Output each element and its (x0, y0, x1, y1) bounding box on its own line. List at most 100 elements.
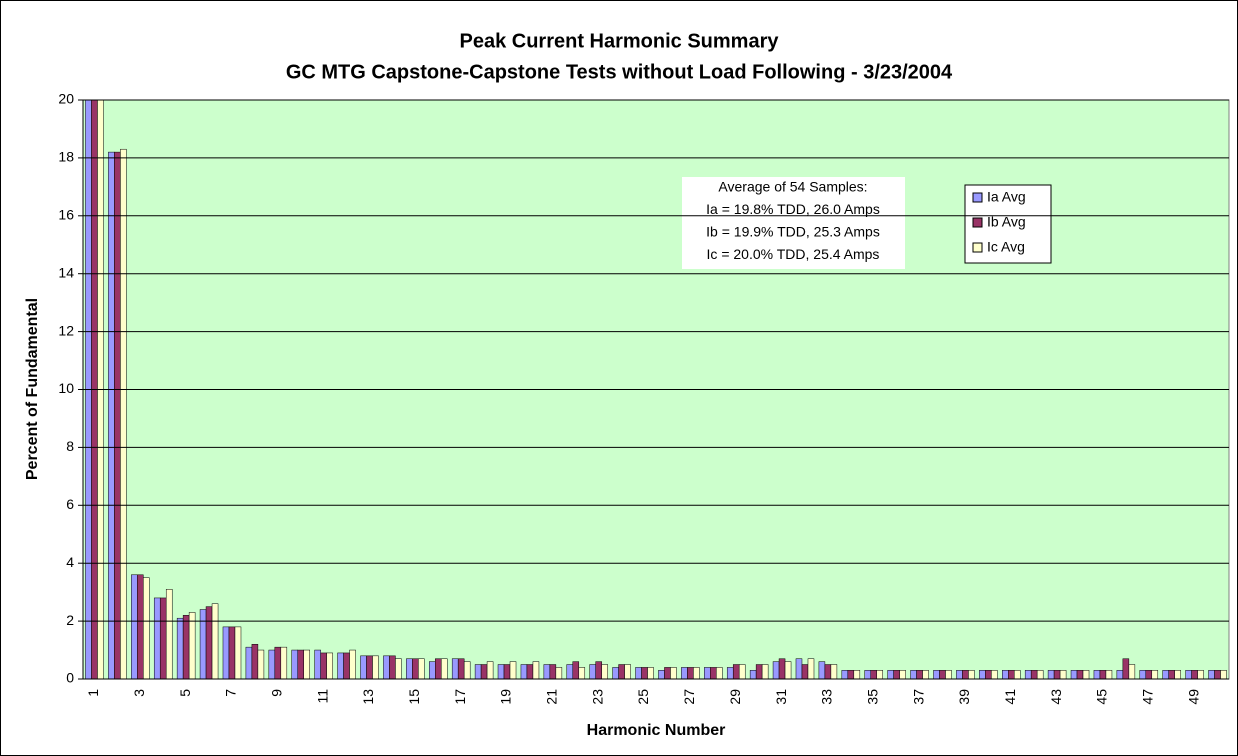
bar (1151, 670, 1159, 679)
bar (188, 612, 196, 679)
bar (97, 100, 104, 679)
annotation-line: Ia = 19.8% TDD, 26.0 Amps (706, 201, 880, 217)
bar (1168, 670, 1175, 679)
bar (647, 667, 654, 679)
bar (945, 670, 952, 679)
bar (710, 667, 717, 679)
bar (962, 670, 969, 679)
bar (716, 667, 723, 679)
bar (664, 667, 671, 679)
x-tick-label: 7 (223, 689, 239, 697)
bar (589, 664, 596, 679)
bar (274, 646, 282, 679)
bar (268, 649, 276, 679)
bar (1122, 658, 1130, 679)
legend-swatch (972, 192, 983, 203)
bar (784, 661, 792, 679)
bar (131, 574, 138, 679)
bar (899, 670, 906, 679)
bar (778, 658, 786, 679)
x-tick-label: 35 (864, 689, 880, 705)
bar (749, 670, 757, 679)
bar (635, 667, 642, 679)
bar (1185, 670, 1192, 679)
bar (395, 658, 402, 679)
bar (916, 670, 923, 679)
bar (85, 100, 92, 679)
bar (486, 661, 494, 679)
bar (520, 664, 528, 679)
bar (326, 652, 333, 679)
chart-title: Peak Current Harmonic Summary (459, 30, 779, 52)
x-tick-label: 23 (589, 689, 605, 705)
x-tick-label: 41 (1002, 689, 1018, 705)
bar (732, 664, 740, 679)
bar (532, 661, 540, 679)
bar (463, 661, 471, 679)
bar (841, 670, 849, 679)
x-tick-label: 31 (773, 689, 789, 705)
bar (572, 661, 580, 679)
bar (801, 664, 809, 679)
x-tick-label: 13 (360, 689, 376, 705)
bar (979, 670, 986, 679)
x-tick-label: 49 (1185, 689, 1201, 705)
bar (1059, 670, 1067, 679)
bar (824, 664, 832, 679)
bar (1082, 670, 1090, 679)
bar (228, 626, 236, 679)
x-tick-label: 37 (910, 689, 926, 705)
annotation-box (682, 177, 905, 269)
bar (772, 661, 780, 679)
bar (1128, 664, 1136, 679)
x-tick-label: 17 (452, 689, 468, 705)
x-tick-label: 1 (85, 689, 101, 697)
bar (108, 151, 115, 679)
bar (830, 664, 838, 679)
y-tick-label: 2 (66, 612, 74, 628)
legend-label: Ia Avg (987, 189, 1026, 205)
bar (755, 664, 763, 679)
x-tick-label: 45 (1094, 689, 1110, 705)
bar (143, 577, 150, 679)
bar (601, 664, 608, 679)
bar (681, 667, 688, 679)
bar (543, 664, 551, 679)
bar (1093, 670, 1101, 679)
x-tick-label: 19 (498, 689, 514, 705)
bar (818, 661, 826, 679)
bar (549, 664, 557, 679)
bar (726, 667, 734, 679)
bar (441, 658, 448, 679)
x-tick-label: 9 (269, 689, 285, 697)
bar (933, 670, 940, 679)
bar (435, 658, 442, 679)
bar (114, 151, 121, 679)
x-tick-label: 5 (177, 689, 193, 697)
bar (211, 603, 219, 679)
bar (624, 664, 631, 679)
bar (91, 100, 98, 679)
bar (251, 644, 259, 679)
x-tick-label: 15 (406, 689, 422, 705)
bar (1014, 670, 1021, 679)
y-tick-label: 16 (58, 207, 74, 223)
x-tick-label: 29 (727, 689, 743, 705)
bar (418, 658, 425, 679)
bar (1053, 670, 1061, 679)
bar (303, 649, 310, 679)
bar (566, 664, 574, 679)
bar (578, 667, 586, 679)
bar (1174, 670, 1181, 679)
bar (165, 589, 173, 679)
y-tick-label: 0 (66, 670, 74, 686)
bar (1105, 670, 1113, 679)
bar (1191, 670, 1198, 679)
bar (670, 667, 677, 679)
x-tick-label: 39 (956, 689, 972, 705)
annotation-line: Average of 54 Samples: (718, 179, 867, 195)
bar (480, 664, 488, 679)
bar (864, 670, 871, 679)
bar (618, 664, 625, 679)
